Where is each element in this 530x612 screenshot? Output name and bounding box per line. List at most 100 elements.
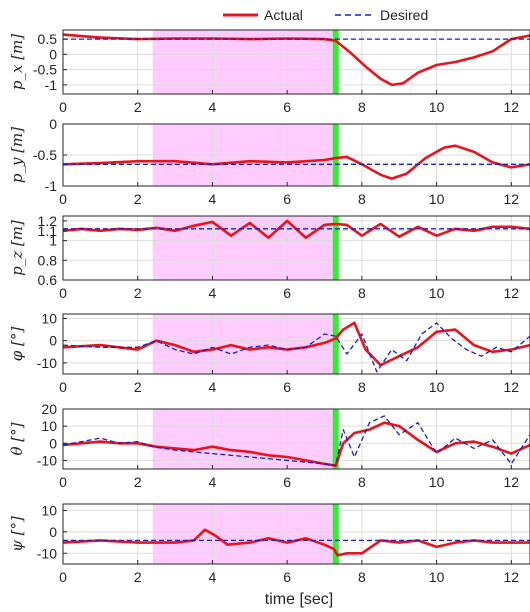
x-tick-label: 2 [134, 99, 142, 115]
y-tick-label: -1 [45, 77, 58, 93]
x-tick-label: 8 [358, 379, 366, 395]
y-tick-label: 20 [41, 401, 57, 417]
x-tick-label: 12 [504, 191, 520, 207]
y-tick-label: 1.1 [38, 223, 58, 239]
series-actual-line [62, 421, 530, 467]
x-tick-label: 8 [358, 474, 366, 490]
shaded-region [152, 216, 334, 280]
x-tick-label: 6 [283, 569, 291, 585]
x-tick-label: 12 [504, 569, 520, 585]
y-tick-label: -10 [37, 452, 57, 468]
y-tick-label: 0 [49, 524, 57, 540]
x-tick-label: 6 [283, 379, 291, 395]
axes-frame [62, 29, 530, 95]
x-tick-label: 0 [59, 191, 67, 207]
axes-frame [62, 313, 530, 375]
y-axis-label: θ [°] [8, 422, 26, 455]
x-tick-label: 10 [429, 379, 445, 395]
event-marker [332, 314, 339, 374]
x-tick-label: 6 [283, 191, 291, 207]
x-tick-label: 10 [429, 569, 445, 585]
event-marker [332, 504, 339, 564]
subplot-stack: 0 2 4 6 8 10 120.50-0.5-1p_x [m]0 2 4 6 8 10 120-0.5… [8, 29, 530, 585]
event-marker [332, 409, 339, 469]
x-tick-label: 2 [134, 379, 142, 395]
x-tick-label: 12 [504, 379, 520, 395]
y-tick-label: 1.2 [38, 213, 58, 229]
legend: Actual Desired [223, 7, 428, 23]
y-tick-label: 0.6 [38, 272, 58, 288]
x-tick-label: 12 [504, 474, 520, 490]
y-tick-label: 0.5 [38, 31, 58, 47]
shaded-region [152, 314, 334, 374]
series-actual-line [62, 528, 530, 557]
event-marker [332, 216, 339, 280]
series-desired-line [62, 415, 530, 467]
y-tick-label: 0 [49, 116, 57, 132]
series-desired-line [62, 322, 530, 373]
x-tick-label: 6 [283, 474, 291, 490]
x-tick-label: 6 [283, 99, 291, 115]
x-tick-label: 8 [358, 191, 366, 207]
y-tick-label: 1 [49, 233, 57, 249]
event-marker [332, 30, 339, 94]
x-tick-label: 0 [59, 379, 67, 395]
x-tick-label: 10 [429, 99, 445, 115]
x-tick-label: 8 [358, 569, 366, 585]
y-tick-label: -1 [45, 178, 58, 194]
x-tick-label: 10 [429, 191, 445, 207]
subplot-3: 0 2 4 6 8 10 12 1.21.11 0.8 0.6 p_z [m] [8, 213, 530, 301]
legend-desired-label: Desired [380, 7, 428, 23]
y-tick-label: -0.5 [33, 147, 57, 163]
x-tick-label: 12 [504, 99, 520, 115]
x-tick-label: 4 [209, 474, 217, 490]
x-tick-label: 4 [209, 99, 217, 115]
x-tick-label: 0 [59, 474, 67, 490]
x-tick-label: 2 [134, 474, 142, 490]
x-tick-label: 2 [134, 285, 142, 301]
axes-frame [62, 408, 530, 470]
y-tick-label: 10 [41, 502, 57, 518]
x-tick-label: 12 [504, 285, 520, 301]
event-marker [332, 124, 339, 186]
x-tick-label: 8 [358, 99, 366, 115]
x-axis-label: time [sec] [265, 591, 333, 608]
y-tick-label: -10 [37, 355, 57, 371]
x-tick-label: 6 [283, 285, 291, 301]
y-tick-label: 0 [49, 435, 57, 451]
axes-frame [62, 215, 530, 281]
x-tick-label: 10 [429, 474, 445, 490]
y-tick-label: 0 [49, 333, 57, 349]
x-tick-label: 2 [134, 191, 142, 207]
y-tick-label: -10 [37, 545, 57, 561]
shaded-region [152, 30, 334, 94]
x-tick-label: 4 [209, 191, 217, 207]
y-tick-label: 0 [49, 46, 57, 62]
x-tick-label: 8 [358, 285, 366, 301]
x-tick-label: 4 [209, 285, 217, 301]
legend-actual-label: Actual [264, 7, 303, 23]
series-actual-line [62, 321, 530, 367]
x-tick-label: 4 [209, 569, 217, 585]
y-tick-label: 10 [41, 310, 57, 326]
y-axis-label: ψ [°] [8, 516, 26, 552]
y-axis-label: φ [°] [8, 327, 26, 362]
x-tick-label: 2 [134, 569, 142, 585]
subplot-1: 0 2 4 6 8 10 120.50-0.5-1p_x [m] [8, 29, 530, 115]
x-tick-label: 10 [429, 285, 445, 301]
axes-frame [62, 503, 530, 565]
y-axis-label: p_x [m] [8, 34, 26, 90]
y-tick-label: 10 [41, 418, 57, 434]
shaded-region [152, 504, 334, 564]
x-tick-label: 4 [209, 379, 217, 395]
y-tick-label: -0.5 [33, 62, 57, 78]
x-tick-label: 0 [59, 285, 67, 301]
y-tick-label: 0.8 [38, 252, 58, 268]
y-axis-label: p_y [m] [8, 127, 26, 183]
x-tick-label: 0 [59, 569, 67, 585]
y-axis-label: p_z [m] [8, 220, 26, 276]
